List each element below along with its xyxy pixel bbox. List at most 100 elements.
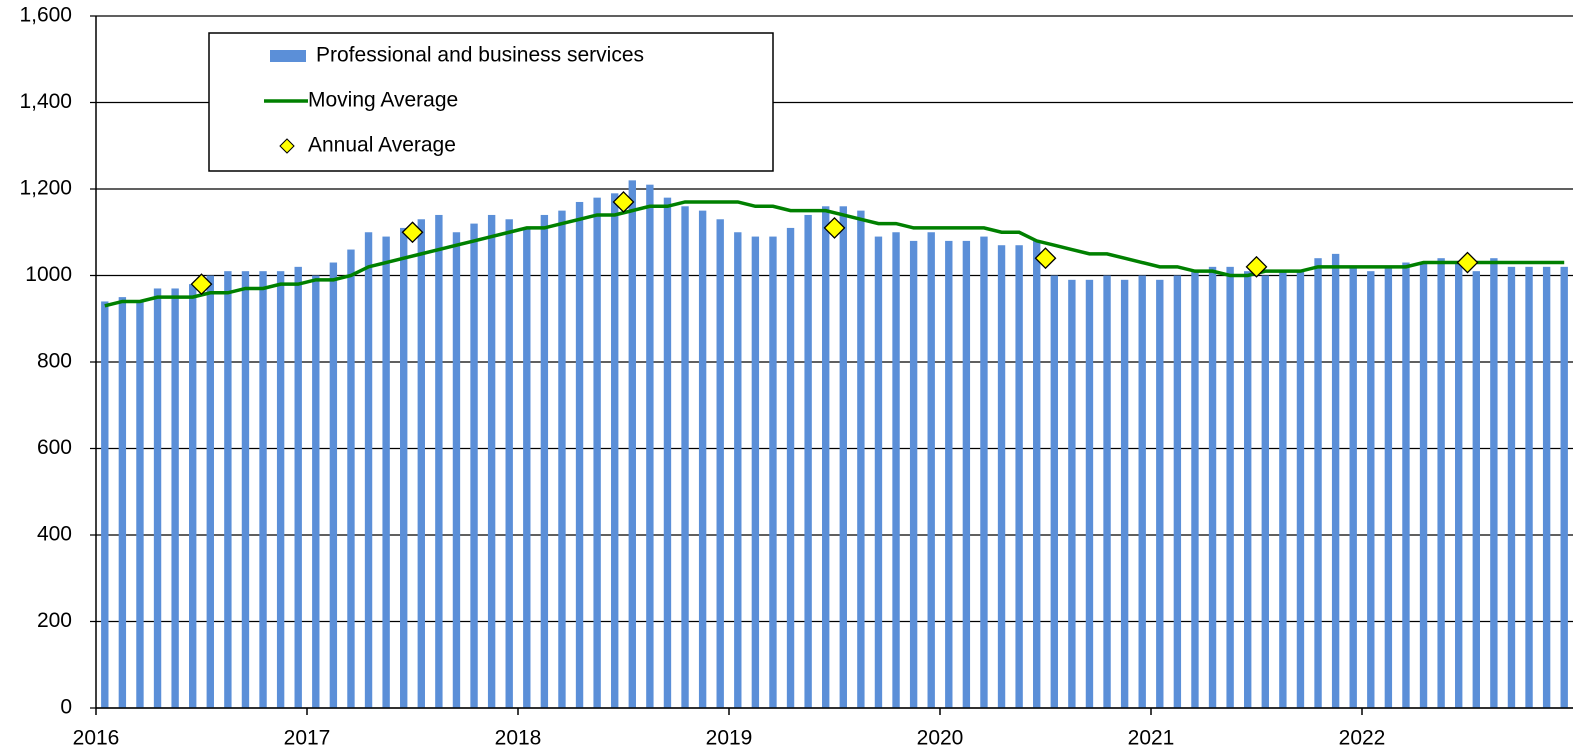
bar bbox=[945, 240, 953, 708]
y-tick-label: 1,600 bbox=[19, 4, 72, 27]
bar bbox=[1279, 271, 1287, 708]
bar bbox=[1455, 262, 1463, 708]
bar bbox=[417, 219, 425, 708]
bar bbox=[892, 232, 900, 708]
bar bbox=[1120, 279, 1129, 708]
bar bbox=[505, 219, 513, 708]
bar bbox=[927, 232, 935, 708]
bar bbox=[1331, 253, 1340, 708]
bar bbox=[1191, 271, 1199, 708]
bar bbox=[558, 210, 566, 708]
bar bbox=[822, 206, 830, 709]
x-tick-label: 2018 bbox=[495, 727, 542, 750]
y-tick-label: 200 bbox=[37, 609, 72, 632]
bar bbox=[540, 214, 549, 708]
moving-average-line bbox=[104, 200, 1565, 308]
y-tick-label: 800 bbox=[37, 350, 72, 373]
bar bbox=[206, 275, 214, 708]
bar bbox=[101, 301, 109, 708]
x-tick-label: 2016 bbox=[73, 727, 120, 750]
bar bbox=[980, 236, 988, 708]
bar bbox=[1068, 279, 1076, 708]
bar bbox=[1296, 271, 1305, 708]
bar bbox=[1156, 279, 1164, 708]
bar bbox=[224, 271, 232, 708]
bar bbox=[716, 219, 724, 708]
bar bbox=[1261, 275, 1269, 708]
bar bbox=[1244, 271, 1252, 708]
y-tick-label: 600 bbox=[37, 436, 72, 459]
bar bbox=[962, 240, 971, 708]
bar bbox=[153, 288, 162, 708]
bar bbox=[769, 236, 777, 708]
legend-swatch bbox=[279, 138, 295, 154]
bar bbox=[646, 184, 654, 709]
annual-average-marker bbox=[612, 191, 635, 213]
x-tick-label: 2022 bbox=[1339, 727, 1386, 750]
annual-average-marker bbox=[823, 217, 846, 239]
bar bbox=[874, 236, 883, 708]
bar bbox=[909, 240, 918, 708]
bar bbox=[1033, 240, 1041, 708]
bar bbox=[997, 245, 1006, 708]
bar bbox=[1472, 271, 1480, 708]
bar bbox=[364, 232, 373, 708]
bar bbox=[1490, 258, 1498, 708]
annual-average-marker bbox=[1245, 255, 1268, 278]
bar bbox=[1208, 266, 1217, 708]
bar bbox=[1050, 275, 1058, 708]
legend-label: Annual Average bbox=[308, 134, 456, 157]
legend-label: Professional and business services bbox=[316, 44, 644, 67]
bar bbox=[312, 275, 320, 708]
bar bbox=[1226, 266, 1234, 708]
bar bbox=[347, 249, 355, 709]
y-tick-label: 400 bbox=[37, 523, 72, 546]
bar bbox=[523, 227, 531, 709]
x-tick-label: 2019 bbox=[706, 727, 753, 750]
y-tick-label: 1,400 bbox=[19, 90, 72, 113]
bar bbox=[575, 201, 584, 708]
x-tick-label: 2021 bbox=[1128, 727, 1175, 750]
bar bbox=[470, 223, 478, 708]
bar bbox=[259, 271, 267, 708]
x-tick-label: 2020 bbox=[917, 727, 964, 750]
bar bbox=[1384, 266, 1393, 708]
bar bbox=[839, 206, 847, 709]
bar bbox=[382, 236, 390, 708]
bar bbox=[1419, 262, 1428, 708]
annual-average-marker bbox=[401, 221, 424, 244]
bar bbox=[681, 206, 689, 709]
x-tick-label: 2017 bbox=[284, 727, 331, 750]
bar bbox=[1103, 275, 1111, 708]
bar bbox=[400, 227, 408, 709]
bar bbox=[611, 193, 619, 708]
bar bbox=[1402, 262, 1410, 708]
y-tick-label: 1,200 bbox=[19, 177, 72, 200]
bar bbox=[241, 271, 250, 708]
bar bbox=[1138, 275, 1146, 708]
bar bbox=[734, 232, 742, 708]
bar bbox=[1560, 266, 1568, 708]
annual-average-marker bbox=[1456, 251, 1479, 274]
legend-label: Moving Average bbox=[308, 89, 458, 112]
bar bbox=[487, 214, 496, 708]
bar bbox=[1015, 245, 1023, 708]
bar bbox=[276, 271, 285, 708]
bar bbox=[804, 214, 812, 708]
bar bbox=[1507, 266, 1516, 708]
bar bbox=[1349, 266, 1357, 708]
bar bbox=[329, 262, 338, 708]
legend: Professional and business services Moving… bbox=[208, 32, 774, 172]
bar bbox=[593, 197, 601, 708]
bar bbox=[1173, 275, 1182, 708]
y-tick-label: 1000 bbox=[25, 263, 72, 286]
annual-average-marker bbox=[190, 273, 213, 296]
legend-swatch bbox=[270, 50, 306, 62]
bar bbox=[452, 232, 461, 708]
bar bbox=[663, 197, 672, 708]
bar bbox=[294, 266, 302, 708]
bar bbox=[751, 236, 760, 708]
annual-average-marker bbox=[1034, 247, 1057, 270]
bar bbox=[118, 297, 127, 708]
